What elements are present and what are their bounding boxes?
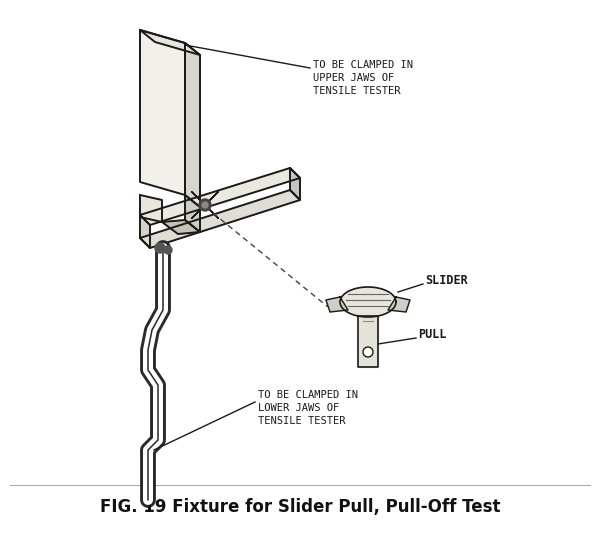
Circle shape <box>199 199 211 211</box>
Polygon shape <box>191 208 202 218</box>
Polygon shape <box>140 30 185 195</box>
Circle shape <box>363 347 373 357</box>
Polygon shape <box>340 287 396 317</box>
Polygon shape <box>388 297 410 312</box>
Polygon shape <box>140 195 162 222</box>
Polygon shape <box>162 220 200 234</box>
Text: PULL: PULL <box>418 327 446 340</box>
Polygon shape <box>185 195 200 232</box>
Polygon shape <box>290 168 300 200</box>
Polygon shape <box>140 190 300 248</box>
Polygon shape <box>358 316 378 367</box>
Polygon shape <box>208 192 218 202</box>
Text: FIG. 19 Fixture for Slider Pull, Pull-Off Test: FIG. 19 Fixture for Slider Pull, Pull-Of… <box>100 498 500 516</box>
Polygon shape <box>140 168 300 225</box>
Polygon shape <box>326 297 348 312</box>
Text: SLIDER: SLIDER <box>425 273 468 287</box>
Text: TO BE CLAMPED IN
LOWER JAWS OF
TENSILE TESTER: TO BE CLAMPED IN LOWER JAWS OF TENSILE T… <box>258 390 358 426</box>
Polygon shape <box>208 208 218 218</box>
Polygon shape <box>140 215 150 248</box>
Text: TO BE CLAMPED IN
UPPER JAWS OF
TENSILE TESTER: TO BE CLAMPED IN UPPER JAWS OF TENSILE T… <box>313 60 413 96</box>
Circle shape <box>202 202 208 208</box>
Polygon shape <box>140 30 200 55</box>
Circle shape <box>164 246 172 254</box>
Polygon shape <box>185 43 200 207</box>
Polygon shape <box>191 192 202 202</box>
Circle shape <box>155 243 165 253</box>
